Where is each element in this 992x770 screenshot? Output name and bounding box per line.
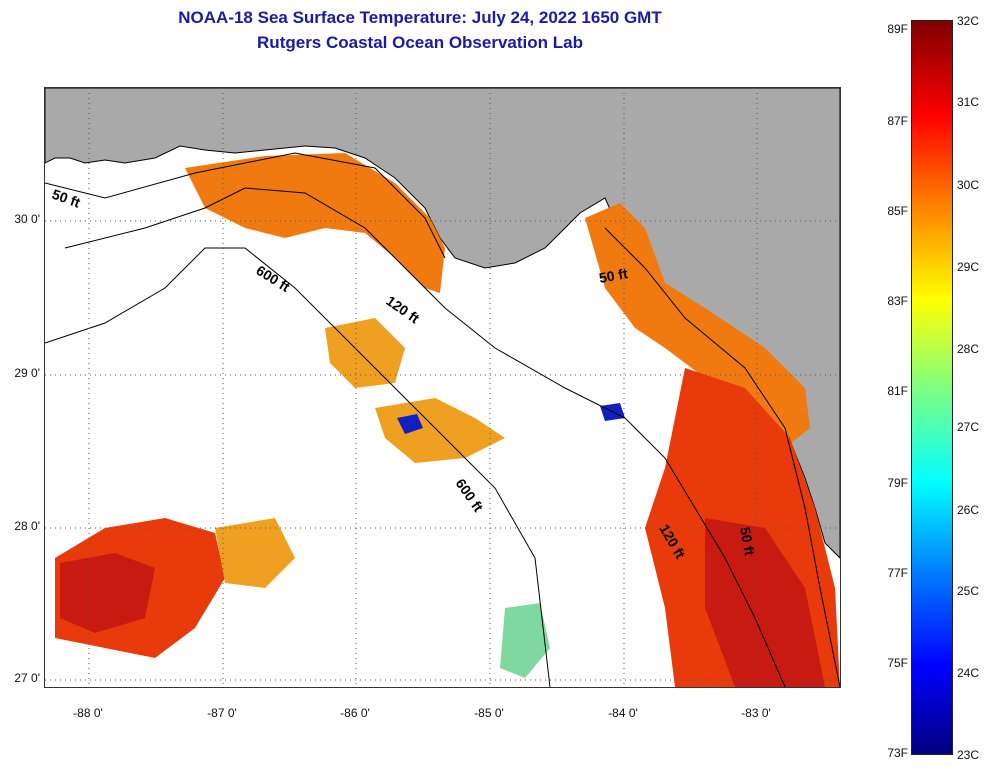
colorbar-f-label: 81F: [887, 384, 908, 398]
lat-tick-label: 27 0': [14, 671, 40, 685]
sst-central-patch: [325, 318, 405, 388]
colorbar-f-label: 79F: [887, 476, 908, 490]
sst-map-canvas: 50 ft 600 ft 120 ft 600 ft 50 ft 120 ft …: [45, 88, 840, 687]
colorbar-c-label: 30C: [957, 178, 980, 192]
isobath-label-east-50-south: 50 ft: [737, 526, 758, 557]
sst-southwest-core: [60, 553, 155, 633]
lon-tick-label: -83 0': [741, 706, 771, 720]
isobath-label-east-50-north: 50 ft: [598, 265, 629, 286]
isobath-120ft: [64, 187, 786, 687]
colorbar-c-label: 26C: [957, 503, 980, 517]
colorbar-f-label: 83F: [887, 294, 908, 308]
colorbar-c-label: 27C: [957, 420, 980, 434]
map-title: NOAA-18 Sea Surface Temperature: July 24…: [178, 8, 662, 27]
colorbar-f-label: 85F: [887, 204, 908, 218]
isobath-label-west-50: 50 ft: [50, 186, 83, 211]
lon-tick-label: -88 0': [73, 706, 103, 720]
lon-tick-label: -85 0': [474, 706, 504, 720]
isobath-label-center-600: 600 ft: [453, 476, 487, 515]
sst-deep-shelf-core: [705, 518, 825, 687]
sst-map: 50 ft 600 ft 120 ft 600 ft 50 ft 120 ft …: [44, 87, 841, 688]
isobath-600ft: [45, 247, 551, 687]
colorbar-f-label: 75F: [887, 656, 908, 670]
lon-tick-label: -84 0': [608, 706, 638, 720]
colorbar-c-label: 32C: [957, 14, 980, 28]
lat-tick-label: 28 0': [14, 519, 40, 533]
colorbar-f-label: 89F: [887, 22, 908, 36]
lon-tick-label: -87 0': [207, 706, 237, 720]
sst-cool-patch: [500, 603, 550, 678]
colorbar-c-label: 28C: [957, 342, 980, 356]
map-subtitle: Rutgers Coastal Ocean Observation Lab: [257, 33, 583, 52]
colorbar-f-label: 77F: [887, 566, 908, 580]
temperature-colorbar: [911, 20, 953, 755]
sst-inner-patch: [215, 518, 295, 588]
isobath-50ft: [45, 152, 446, 259]
colorbar-c-label: 23C: [957, 748, 980, 762]
lat-tick-label: 29 0': [14, 366, 40, 380]
colorbar-f-label: 73F: [887, 746, 908, 760]
lon-tick-label: -86 0': [340, 706, 370, 720]
isobath-label-west-600: 600 ft: [253, 262, 293, 295]
isobath-50ft-east: [604, 227, 840, 687]
sst-mid-patch: [375, 398, 505, 463]
isobath-label-west-120: 120 ft: [383, 292, 422, 326]
sst-cold-spot: [397, 414, 423, 434]
colorbar-c-label: 25C: [957, 584, 980, 598]
colorbar-c-label: 24C: [957, 666, 980, 680]
lat-tick-label: 30 0': [14, 212, 40, 226]
colorbar-f-label: 87F: [887, 114, 908, 128]
colorbar-c-label: 31C: [957, 95, 980, 109]
colorbar-c-label: 29C: [957, 260, 980, 274]
